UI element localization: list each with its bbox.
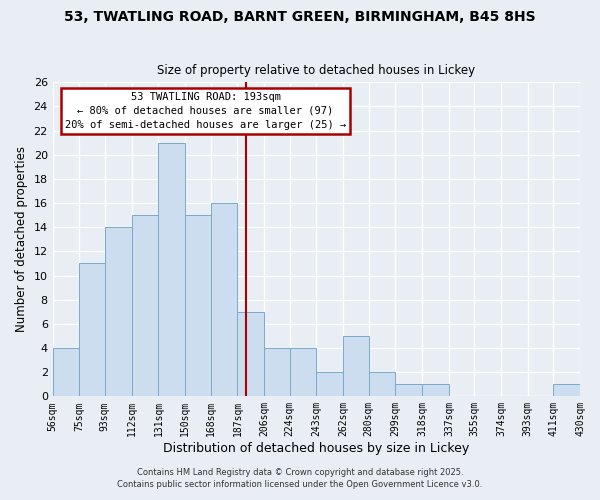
Text: Contains HM Land Registry data © Crown copyright and database right 2025.
Contai: Contains HM Land Registry data © Crown c…: [118, 468, 482, 489]
Bar: [53, 348, 79, 397]
Bar: [316, 372, 343, 396]
Bar: [290, 348, 316, 397]
Bar: [158, 142, 185, 396]
Bar: [79, 264, 105, 396]
Bar: [422, 384, 449, 396]
X-axis label: Distribution of detached houses by size in Lickey: Distribution of detached houses by size …: [163, 442, 469, 455]
Bar: [238, 312, 264, 396]
Text: 53 TWATLING ROAD: 193sqm
← 80% of detached houses are smaller (97)
20% of semi-d: 53 TWATLING ROAD: 193sqm ← 80% of detach…: [65, 92, 346, 130]
Bar: [131, 215, 158, 396]
Bar: [343, 336, 368, 396]
Bar: [211, 203, 238, 396]
Y-axis label: Number of detached properties: Number of detached properties: [15, 146, 28, 332]
Text: 53, TWATLING ROAD, BARNT GREEN, BIRMINGHAM, B45 8HS: 53, TWATLING ROAD, BARNT GREEN, BIRMINGH…: [64, 10, 536, 24]
Bar: [105, 228, 131, 396]
Bar: [553, 384, 580, 396]
Bar: [368, 372, 395, 396]
Bar: [395, 384, 422, 396]
Bar: [264, 348, 290, 397]
Bar: [185, 215, 211, 396]
Title: Size of property relative to detached houses in Lickey: Size of property relative to detached ho…: [157, 64, 475, 77]
